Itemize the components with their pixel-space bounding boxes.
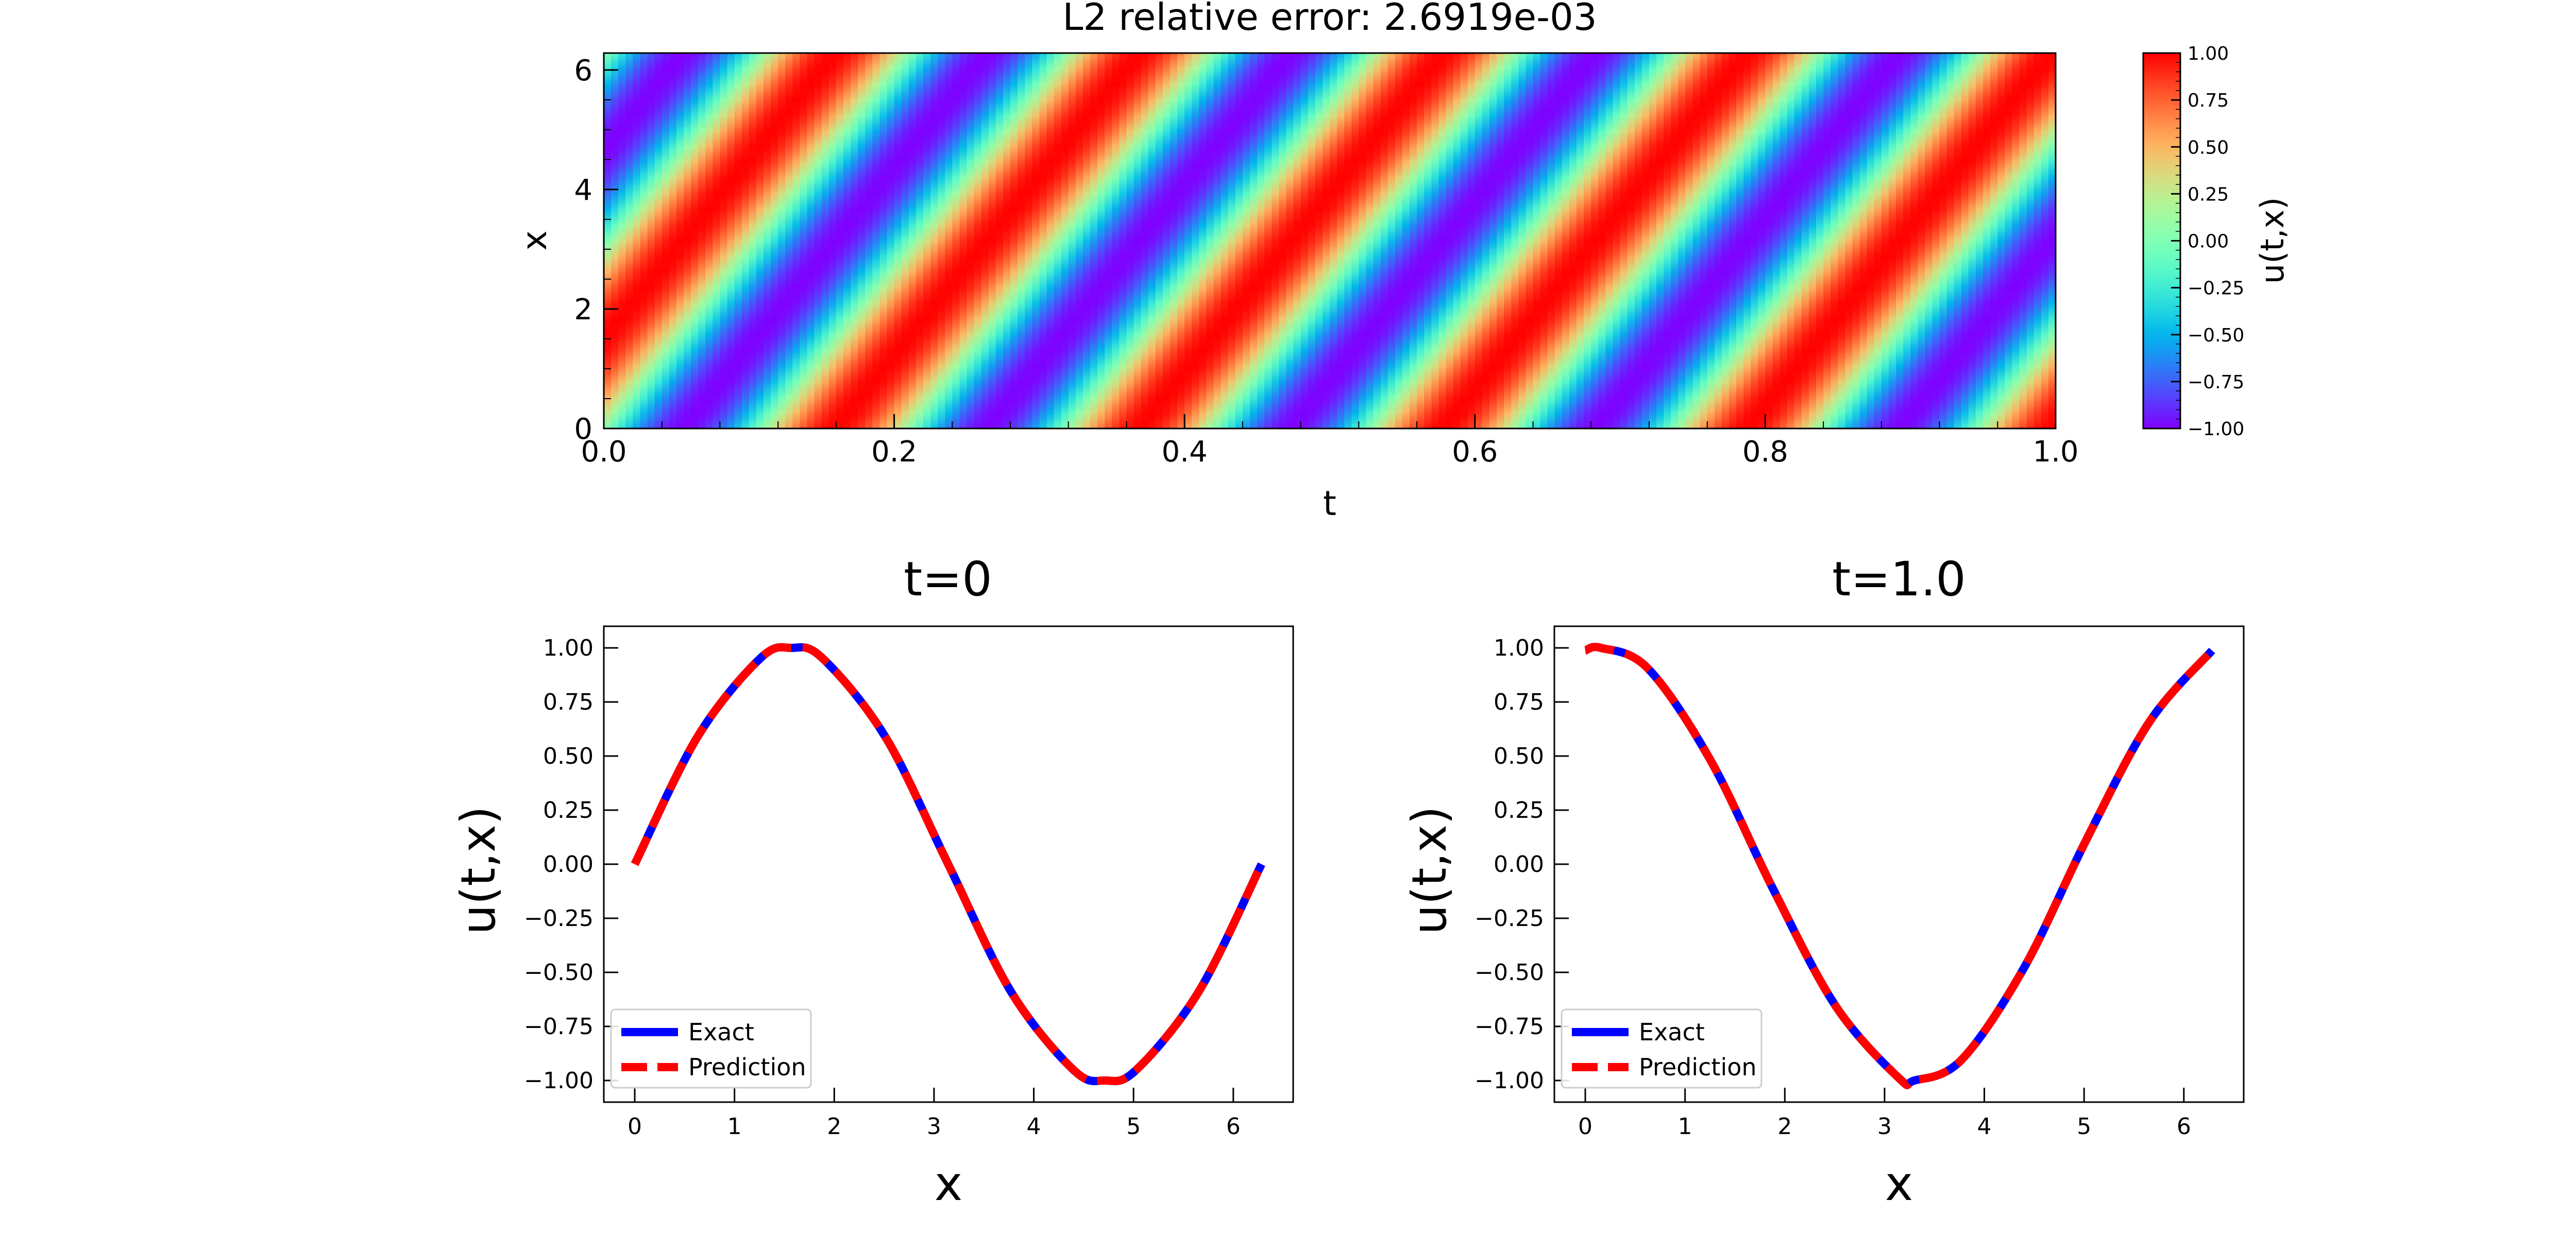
figure: L2 relative error: 2.6919e-03 0.0 0.2 0.4 0…: [451, 0, 2291, 1211]
